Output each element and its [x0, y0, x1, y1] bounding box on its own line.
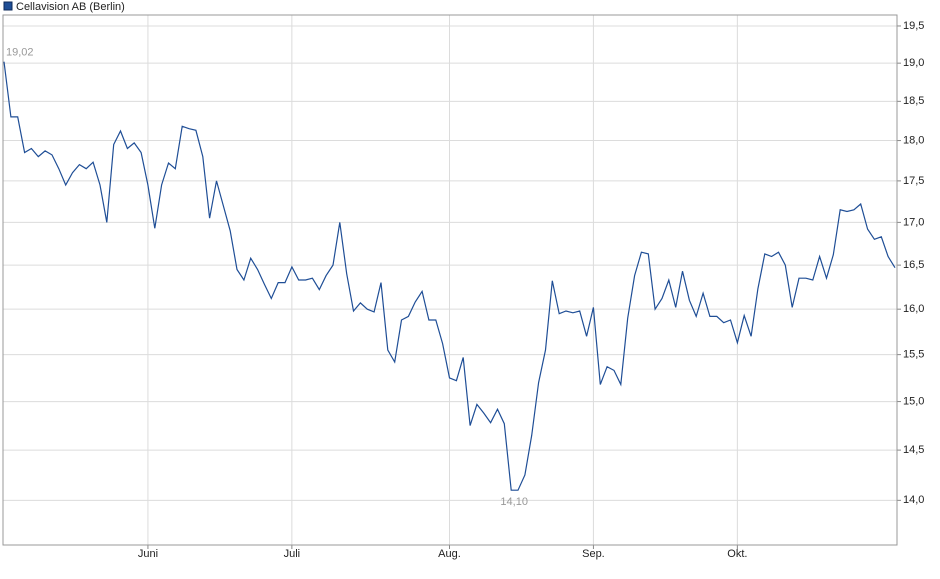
x-tick-label: Juli: [284, 548, 301, 560]
y-tick-label: 14,0: [903, 494, 924, 506]
y-tick-label: 19,0: [903, 57, 924, 69]
value-label: 19,02: [6, 47, 34, 59]
y-tick-label: 14,5: [903, 444, 924, 456]
y-tick-label: 16,0: [903, 303, 924, 315]
plot-frame: [2, 14, 898, 546]
x-tick-label: Juni: [138, 548, 158, 560]
y-tick-label: 17,0: [903, 216, 924, 228]
y-tick-label: 18,0: [903, 134, 924, 146]
x-tick-label: Okt.: [727, 548, 747, 560]
y-tick-label: 18,5: [903, 95, 924, 107]
y-tick-label: 15,0: [903, 395, 924, 407]
y-tick-label: 19,5: [903, 20, 924, 32]
price-line: [3, 61, 896, 491]
legend-swatch: [3, 1, 13, 11]
y-tick-label: 17,5: [903, 175, 924, 187]
y-tick-label: 16,5: [903, 259, 924, 271]
x-tick-label: Sep.: [582, 548, 605, 560]
legend-label: Cellavision AB (Berlin): [16, 1, 125, 13]
x-tick-label: Aug.: [438, 548, 461, 560]
y-tick-label: 15,5: [903, 349, 924, 361]
value-label: 14,10: [500, 496, 528, 508]
